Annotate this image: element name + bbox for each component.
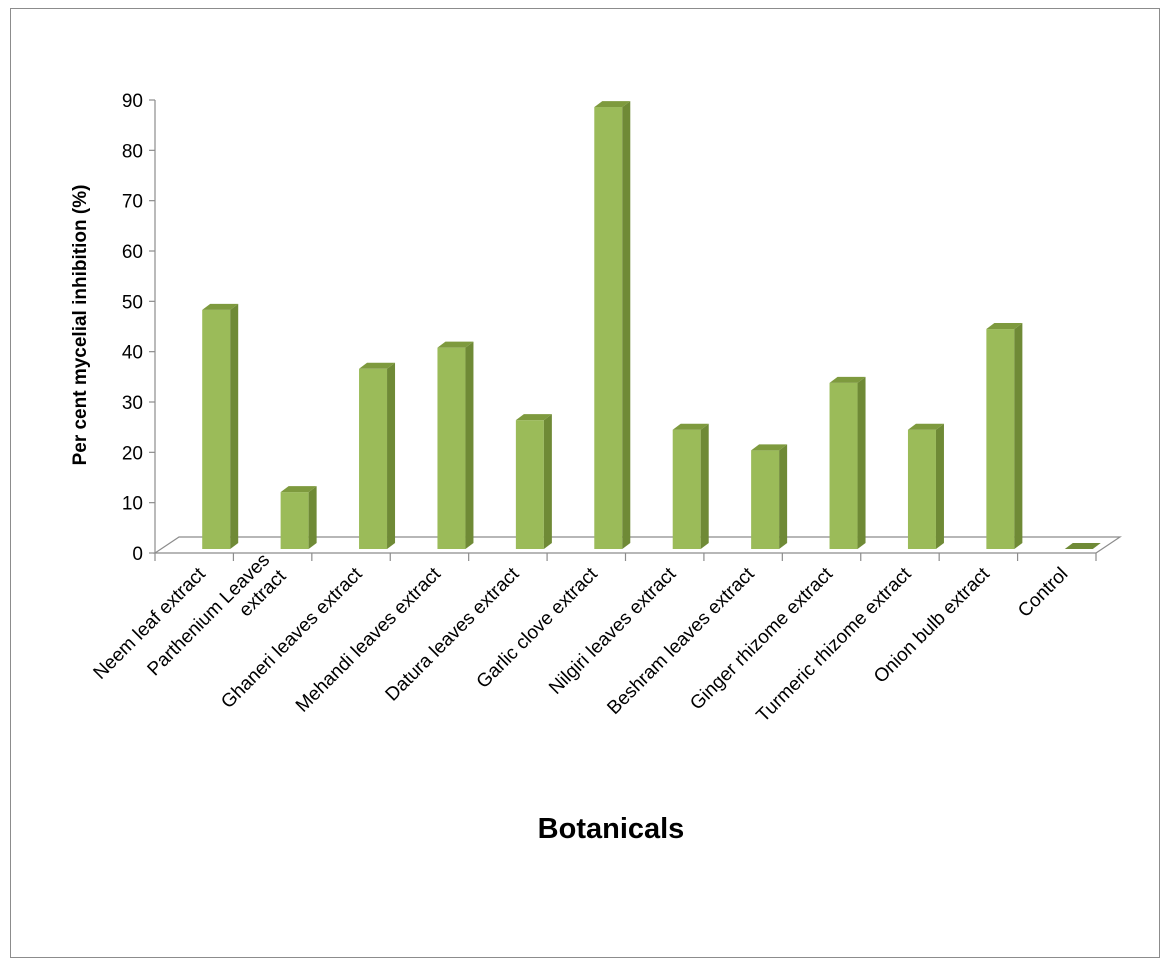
y-tick-label: 50 <box>122 292 143 313</box>
bar-front <box>751 450 780 549</box>
x-category-label-line: Nilgiri leaves extract <box>545 563 681 699</box>
bar-front <box>359 368 388 549</box>
x-category-label-line: Datura leaves extract <box>382 563 524 705</box>
bar-front <box>280 492 309 549</box>
bar-top <box>907 423 944 430</box>
x-category-label-line: Beshram leaves extract <box>603 563 759 719</box>
bar <box>359 362 396 549</box>
bar-side <box>700 423 709 549</box>
x-category-label: Mehandi leaves extract <box>292 563 446 717</box>
y-tick-label: 10 <box>122 494 143 515</box>
x-category-label: Nilgiri leaves extract <box>545 563 681 699</box>
x-category-label-line: Control <box>1014 564 1072 622</box>
bar-side <box>543 414 552 549</box>
bar-side <box>935 423 944 549</box>
y-tick-label: 30 <box>122 393 143 414</box>
bar-top <box>986 323 1023 330</box>
bar <box>437 341 474 549</box>
bar <box>1064 543 1101 549</box>
y-tick-label: 40 <box>122 343 143 364</box>
y-tick-label: 90 <box>122 91 143 112</box>
bar-front <box>437 347 466 549</box>
y-tick-label: 20 <box>122 443 143 464</box>
bar-side <box>308 486 317 549</box>
bar <box>515 414 552 549</box>
bar-side <box>622 101 631 549</box>
bar <box>280 486 317 549</box>
bar <box>594 101 631 549</box>
bar-top <box>202 303 239 310</box>
bar-side <box>779 444 788 549</box>
bar <box>202 303 239 549</box>
x-axis-title: Botanicals <box>538 813 685 845</box>
x-category-label: Ginger rhizome extract <box>686 563 837 714</box>
bar-top <box>437 341 474 348</box>
x-category-label: Turmeric rhizome extract <box>753 563 916 726</box>
x-category-label-line: Turmeric rhizome extract <box>753 563 916 726</box>
bar-top <box>751 444 788 451</box>
axes <box>149 99 1122 561</box>
bar-front <box>829 382 858 549</box>
bar-top <box>280 486 317 493</box>
bar-side <box>387 362 396 549</box>
bar-side <box>1014 323 1023 549</box>
bars <box>202 101 1101 549</box>
bar <box>672 423 709 549</box>
x-category-label: Beshram leaves extract <box>603 563 759 719</box>
y-tick-label: 70 <box>122 192 143 213</box>
bar-top <box>359 362 396 369</box>
chart-frame <box>10 8 1160 958</box>
y-tick-label: 0 <box>132 544 143 565</box>
bar <box>986 323 1023 549</box>
bar-front <box>907 429 936 549</box>
bar-top <box>829 376 866 383</box>
y-tick-label: 80 <box>122 141 143 162</box>
bar-front <box>202 309 231 549</box>
bar-side <box>857 376 866 549</box>
x-category-label-line: Mehandi leaves extract <box>292 563 446 717</box>
bar-front <box>594 107 623 549</box>
bar-front <box>986 329 1015 549</box>
bar <box>751 444 788 549</box>
bar-side <box>465 341 474 549</box>
x-category-label: Datura leaves extract <box>382 563 524 705</box>
bar-top <box>515 414 552 421</box>
x-category-label-line: Ginger rhizome extract <box>686 563 837 714</box>
y-axis-title: Per cent mycelial inhibition (%) <box>70 185 91 466</box>
bar-top <box>594 101 631 108</box>
bar-front <box>672 429 701 549</box>
bar <box>907 423 944 549</box>
bar-top <box>672 423 709 430</box>
bar-side <box>230 303 239 549</box>
bar <box>829 376 866 549</box>
y-tick-label: 60 <box>122 242 143 263</box>
bar-front <box>515 420 544 549</box>
x-category-label: Control <box>1014 564 1072 622</box>
bar-top <box>1064 543 1101 549</box>
